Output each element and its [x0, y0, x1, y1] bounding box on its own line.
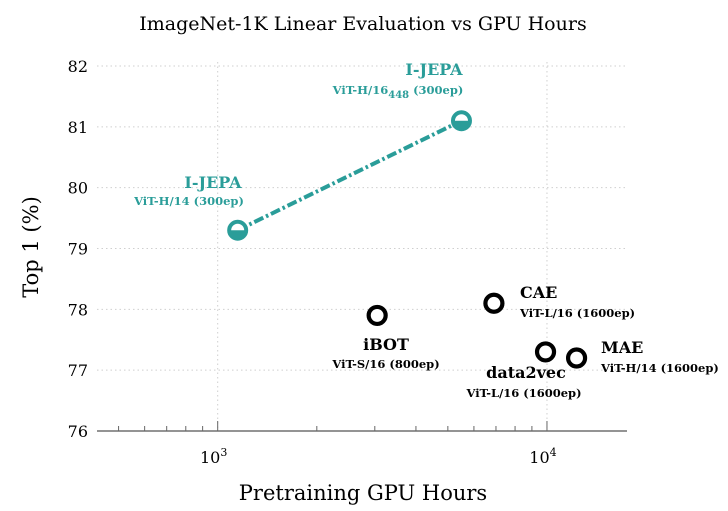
- baseline-point: [483, 292, 505, 314]
- baseline-point: [534, 341, 557, 363]
- y-tick-label: 78: [68, 300, 88, 319]
- point-sub-label: ViT-L/16 (1600ep): [519, 306, 635, 320]
- baseline-point: [366, 304, 388, 327]
- i-jepa-point-fill: [229, 230, 247, 239]
- point-sub-label: ViT-H/14 (1600ep): [600, 361, 719, 375]
- y-tick-label: 80: [68, 179, 88, 198]
- y-tick-label: 82: [68, 57, 88, 76]
- point-name-label: CAE: [520, 283, 557, 302]
- i-jepa-point-fill: [452, 120, 470, 130]
- x-tick-label: 104: [529, 446, 556, 467]
- marks: [227, 110, 588, 369]
- point-name-label: data2vec: [486, 363, 566, 382]
- y-tick-label: 76: [68, 422, 88, 441]
- ticks: 76 77 78 79 80 81 82 103 104: [68, 57, 557, 467]
- chart-title: ImageNet-1K Linear Evaluation vs GPU Hou…: [139, 13, 586, 35]
- y-tick-label: 77: [68, 361, 88, 380]
- point-labels: I-JEPA ViT-H/14 (300ep) I-JEPA ViT-H/16448 …: [133, 60, 719, 400]
- point-sub-label: ViT-H/14 (300ep): [133, 194, 244, 208]
- point-sub-label: ViT-H/16448 (300ep): [332, 83, 464, 101]
- point-name-label: I-JEPA: [184, 173, 242, 192]
- point-name-label: I-JEPA: [405, 60, 463, 79]
- point-sub-label: ViT-L/16 (1600ep): [465, 386, 581, 400]
- x-tick-label: 103: [200, 446, 227, 467]
- point-name-label: MAE: [601, 338, 643, 357]
- baseline-point: [565, 347, 588, 369]
- grid: [97, 62, 627, 431]
- i-jepa-connector-line: [236, 118, 463, 233]
- point-name-label: iBOT: [363, 335, 409, 354]
- y-tick-label: 79: [68, 240, 88, 259]
- y-tick-label: 81: [68, 118, 88, 137]
- point-sub-label: ViT-S/16 (800ep): [331, 357, 439, 371]
- x-axis-label: Pretraining GPU Hours: [239, 481, 487, 505]
- y-axis-label: Top 1 (%): [19, 196, 43, 298]
